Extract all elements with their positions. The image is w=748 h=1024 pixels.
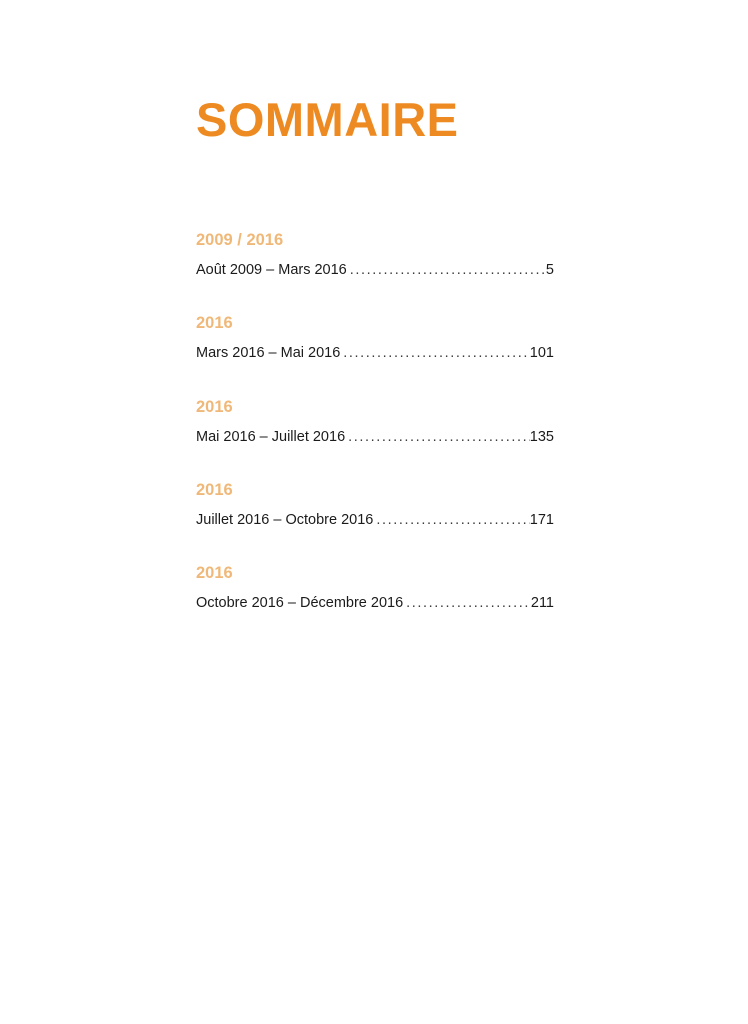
toc-page-number: 211 — [530, 595, 554, 612]
dot-leader — [350, 261, 546, 281]
toc-section-heading: 2016 — [196, 397, 233, 416]
toc-entry-label: Octobre 2016 – Décembre 2016 — [196, 595, 404, 612]
toc-row[interactable]: Août 2009 – Mars 2016 5 — [196, 261, 554, 281]
toc-row[interactable]: Octobre 2016 – Décembre 2016 211 — [196, 594, 554, 614]
toc-entry-label: Août 2009 – Mars 2016 — [196, 261, 347, 278]
toc-row[interactable]: Mars 2016 – Mai 2016 101 — [196, 344, 554, 364]
toc-entry: 2016 Octobre 2016 – Décembre 2016 211 — [196, 564, 554, 613]
toc-page-number: 101 — [529, 345, 554, 362]
toc-entry-label: Juillet 2016 – Octobre 2016 — [196, 511, 374, 528]
page-title: SOMMAIRE — [196, 93, 459, 146]
toc-section-heading: 2016 — [196, 564, 233, 583]
toc-section-heading: 2016 — [196, 481, 233, 500]
dot-leader — [406, 594, 531, 614]
toc-entry: 2009 / 2016 Août 2009 – Mars 2016 5 — [196, 231, 554, 280]
toc-entry-label: Mai 2016 – Juillet 2016 — [196, 428, 346, 445]
toc-row[interactable]: Juillet 2016 – Octobre 2016 171 — [196, 511, 554, 531]
toc-entry: 2016 Juillet 2016 – Octobre 2016 171 — [196, 481, 554, 530]
dot-leader — [376, 511, 529, 531]
toc-section-heading: 2009 / 2016 — [196, 231, 284, 249]
toc-row[interactable]: Mai 2016 – Juillet 2016 135 — [196, 428, 554, 448]
toc-page-number: 135 — [529, 428, 554, 445]
toc-section-heading: 2016 — [196, 314, 233, 333]
toc-entry: 2016 Mai 2016 – Juillet 2016 135 — [196, 398, 554, 447]
dot-leader — [348, 428, 530, 448]
toc-entry-label: Mars 2016 – Mai 2016 — [196, 345, 341, 362]
dot-leader — [343, 344, 530, 364]
toc-page-number: 171 — [529, 511, 554, 528]
toc-page-number: 5 — [545, 261, 554, 278]
toc-entry: 2016 Mars 2016 – Mai 2016 101 — [196, 314, 554, 363]
table-of-contents: 2009 / 2016 Août 2009 – Mars 2016 5 2016… — [196, 231, 554, 614]
